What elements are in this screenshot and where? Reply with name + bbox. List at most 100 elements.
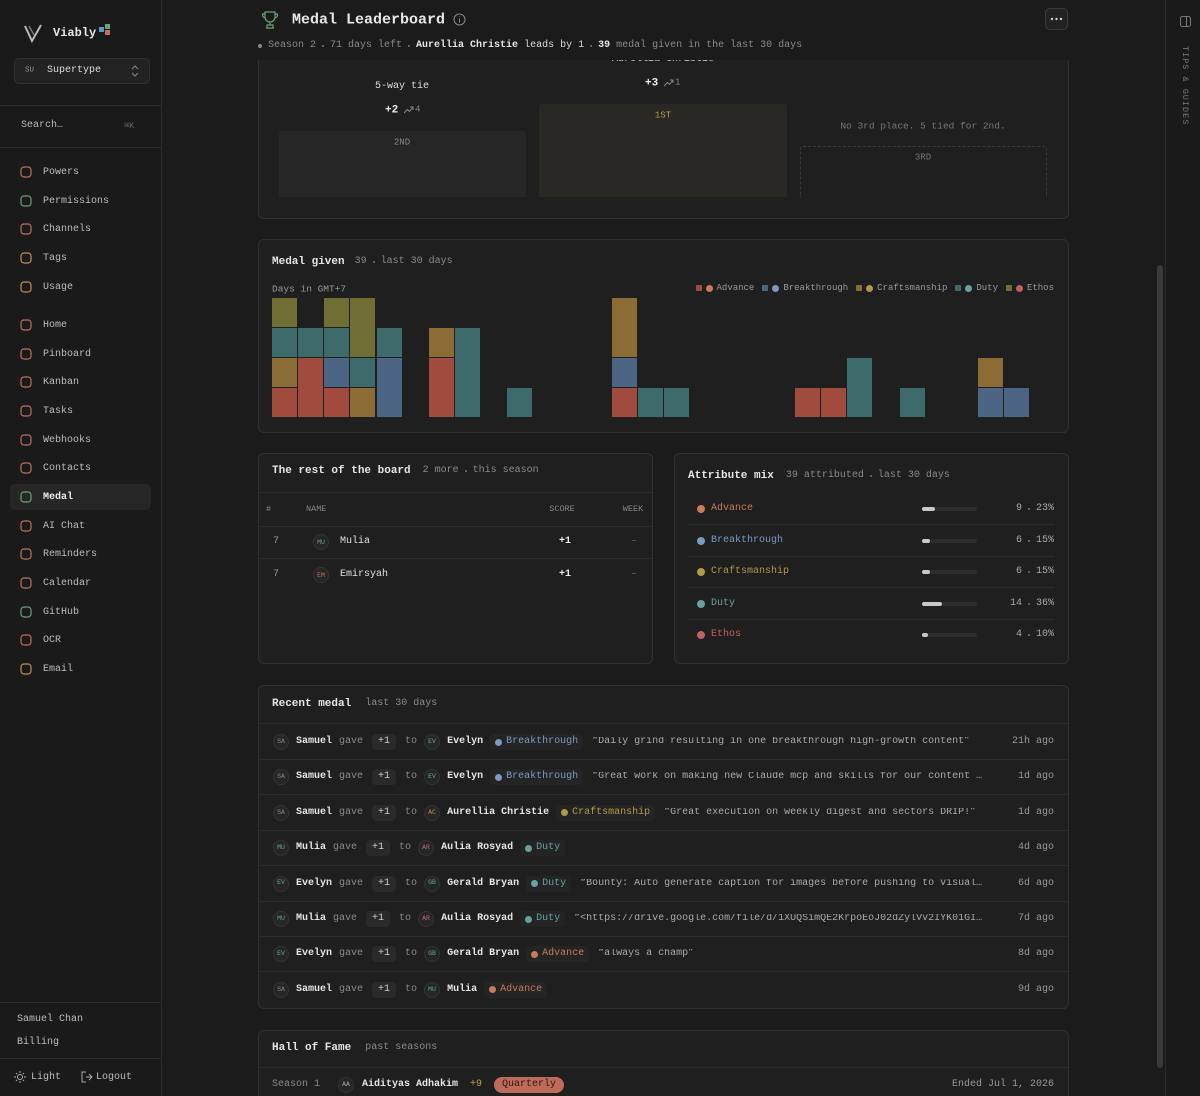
header-bar <box>162 0 1157 60</box>
chip-label: Breakthrough <box>506 736 579 747</box>
nav-item[interactable]: Calendar <box>43 578 92 590</box>
nav-item[interactable]: GitHub <box>43 606 80 618</box>
theme-icon <box>14 1071 26 1083</box>
first-trend: 1 <box>675 77 681 88</box>
divider <box>688 618 1054 620</box>
nav-item[interactable]: Channels <box>43 224 92 236</box>
nav-item[interactable]: Contacts <box>43 463 92 475</box>
divider <box>259 1067 1068 1068</box>
hall-ended: Ended Jul 1, 2026 <box>951 1079 1054 1090</box>
time: 1d ago <box>1017 806 1054 818</box>
rail-icon[interactable] <box>1180 16 1191 27</box>
giver-name[interactable]: Mulia <box>296 842 327 854</box>
divider <box>259 971 1068 973</box>
right-rail: TIPS & GUIDES <box>1165 0 1200 1096</box>
legend-icon <box>705 284 713 292</box>
giver-name[interactable]: Mulia <box>296 913 327 924</box>
tips-label[interactable]: TIPS & GUIDES <box>1180 46 1190 126</box>
share-track <box>922 601 977 606</box>
attribute-chip: Duty <box>526 875 572 892</box>
logout-button[interactable]: Logout <box>96 1072 133 1083</box>
recipient-name[interactable]: Gerald Bryan <box>447 948 520 960</box>
giver-name[interactable]: Samuel <box>296 983 333 995</box>
recipient-name[interactable]: Aurellia Christie <box>447 806 550 818</box>
member-name[interactable]: Mulia <box>340 536 371 547</box>
nav-item[interactable]: Tags <box>43 253 68 265</box>
mix-header: Attribute mix 39 attributed last 30 days <box>688 470 950 482</box>
separator <box>1027 539 1030 542</box>
more-dots[interactable] <box>1050 17 1063 21</box>
to-word: to <box>405 771 418 783</box>
time: 4d ago <box>1017 842 1054 854</box>
attribute-chip: Advance <box>526 946 590 963</box>
nav-item[interactable]: Permissions <box>43 195 110 207</box>
points: +1 <box>372 875 397 892</box>
recipient-name[interactable]: Aulia Rosyad <box>441 842 514 854</box>
recipient-name[interactable]: Evelyn <box>447 771 484 783</box>
title-icon <box>262 11 278 29</box>
nav-item[interactable]: Email <box>43 664 74 676</box>
member-name[interactable]: Emirsyah <box>340 569 389 580</box>
points: +1 <box>372 946 397 963</box>
nav-item[interactable]: Webhooks <box>43 434 92 446</box>
time: 8d ago <box>1017 948 1054 960</box>
bar-segment <box>847 358 873 417</box>
giver-name[interactable]: Evelyn <box>296 877 333 889</box>
to-word: to <box>399 842 412 854</box>
legend-item: Duty <box>955 283 998 293</box>
attribute-icon <box>697 599 705 608</box>
nav-item[interactable]: Pinboard <box>43 348 92 360</box>
theme-toggle[interactable]: Light <box>31 1072 62 1083</box>
action: gave <box>339 877 364 889</box>
recipient-name[interactable]: Mulia <box>447 983 478 995</box>
bar-segment <box>272 358 297 387</box>
user-name[interactable]: Samuel Chan <box>17 1014 84 1025</box>
attribute-icon <box>697 568 705 576</box>
score: +1 <box>558 569 572 580</box>
nav-item[interactable]: Usage <box>43 281 74 293</box>
second-name: 5-way tie <box>374 81 430 92</box>
attribute-icon <box>697 505 705 513</box>
giver-name[interactable]: Samuel <box>296 806 333 818</box>
divider <box>0 105 161 106</box>
avatar: EV <box>273 875 289 892</box>
recipient-name[interactable]: Gerald Bryan <box>447 877 520 889</box>
giver-name[interactable]: Evelyn <box>296 948 333 960</box>
points: +1 <box>366 840 391 857</box>
hall-name[interactable]: Aidityas Adhakim <box>362 1079 459 1090</box>
nav-item[interactable]: Home <box>43 320 68 331</box>
nav-item[interactable]: Reminders <box>43 549 98 561</box>
legend-item: Breakthrough <box>762 282 849 293</box>
workspace-switcher[interactable] <box>14 58 150 84</box>
nav-icon <box>20 376 32 388</box>
nav-item[interactable]: Medal <box>43 492 74 504</box>
bar-segment <box>350 388 376 417</box>
hall-card <box>258 1030 1069 1096</box>
search-input[interactable]: Search… <box>21 120 64 131</box>
attribute-count: 6 <box>1015 534 1022 546</box>
giver-name[interactable]: Samuel <box>296 736 333 747</box>
billing-link[interactable]: Billing <box>17 1037 60 1048</box>
avatar: SA <box>273 981 289 998</box>
bar-segment <box>272 298 297 327</box>
hall-title: Hall of Fame <box>272 1041 352 1054</box>
column-header: WEEK <box>622 503 644 514</box>
bar-segment <box>428 358 454 417</box>
nav-item[interactable]: Powers <box>43 167 80 178</box>
recipient-name[interactable]: Aulia Rosyad <box>441 913 514 924</box>
separator <box>869 475 872 477</box>
brand-logo <box>24 24 42 44</box>
recipient-name[interactable]: Evelyn <box>447 736 484 747</box>
giver-name[interactable]: Samuel <box>296 771 333 783</box>
info-icon[interactable] <box>453 13 466 26</box>
bar-segment <box>324 358 350 387</box>
bar-segment <box>324 388 350 417</box>
chart-title: Medal given <box>272 255 345 268</box>
divider <box>688 524 1054 525</box>
nav-item[interactable]: Tasks <box>43 406 74 418</box>
nav-item[interactable]: OCR <box>43 635 62 647</box>
nav-item[interactable]: Kanban <box>43 377 80 389</box>
legend-label: Breakthrough <box>783 282 849 293</box>
chip-label: Duty <box>536 913 561 924</box>
nav-item[interactable]: AI Chat <box>43 520 86 532</box>
